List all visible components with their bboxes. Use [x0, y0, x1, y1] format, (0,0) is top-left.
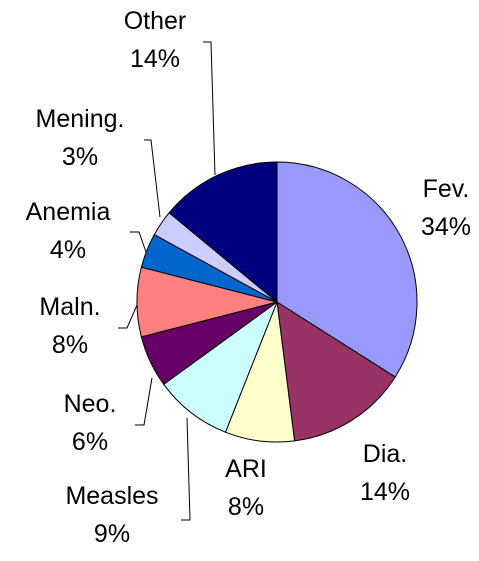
category-label: Mening.: [36, 105, 125, 133]
value-label: 14%: [130, 45, 180, 73]
leader-line: [118, 304, 138, 329]
value-label: 9%: [94, 520, 130, 548]
leader-line: [181, 417, 191, 521]
slice-label: Other 14%: [124, 7, 187, 73]
pie-slice: [168, 161, 278, 304]
slice-label: Anemia 4%: [26, 198, 111, 264]
category-label: Anemia: [26, 198, 111, 226]
category-label: Measles: [65, 482, 158, 510]
value-label: 3%: [62, 143, 98, 171]
category-label: Maln.: [39, 293, 100, 321]
leader-line: [135, 377, 153, 426]
category-label: Dia.: [363, 440, 407, 468]
pie-slice: [276, 161, 418, 378]
slice-label: Fev. 34%: [421, 175, 471, 241]
leader-lines: [118, 41, 216, 521]
value-label: 8%: [52, 331, 88, 359]
leader-line: [144, 139, 161, 218]
value-label: 4%: [50, 236, 86, 264]
pie-slice: [276, 301, 396, 442]
slice-label: Maln. 8%: [39, 293, 100, 359]
category-label: Other: [124, 7, 187, 35]
category-label: Fev.: [423, 175, 470, 203]
value-label: 6%: [72, 428, 108, 456]
value-label: 14%: [360, 478, 410, 506]
leader-line: [203, 41, 216, 176]
leader-line: [130, 231, 147, 253]
slice-label: ARI 8%: [225, 455, 267, 521]
slice-label: Dia. 14%: [360, 440, 410, 506]
value-label: 34%: [421, 213, 471, 241]
category-label: Neo.: [64, 390, 117, 418]
category-label: ARI: [225, 455, 267, 483]
slice-label: Mening. 3%: [36, 105, 125, 171]
slice-label: Neo. 6%: [64, 390, 117, 456]
slice-label: Measles 9%: [65, 482, 158, 548]
pie-slice: [163, 300, 279, 433]
value-label: 8%: [228, 493, 264, 521]
